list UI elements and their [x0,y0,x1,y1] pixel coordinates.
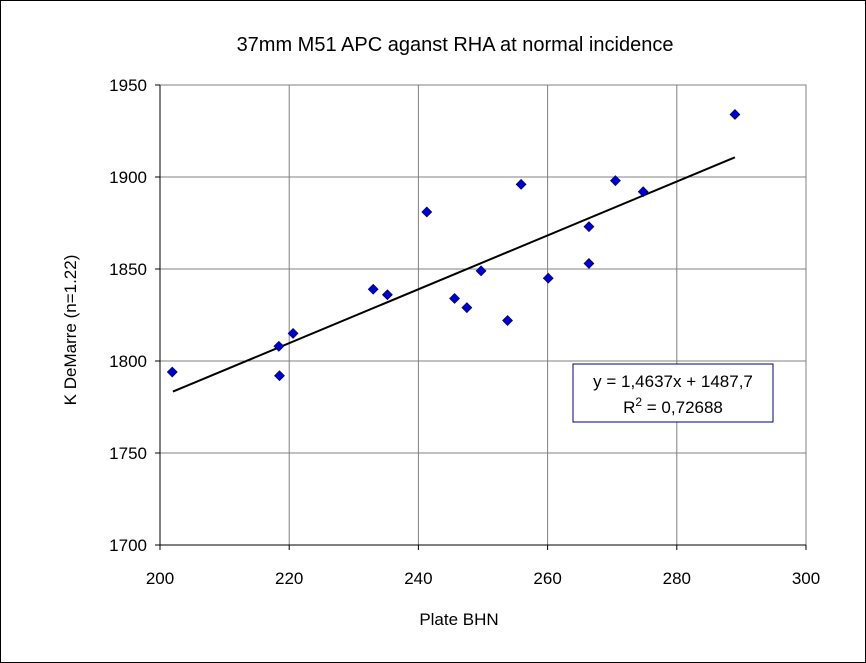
r-squared-value: = 0,72688 [642,398,723,417]
data-point [449,293,461,304]
data-point [273,340,285,352]
x-tick-label: 220 [275,569,303,588]
x-tick-label: 280 [663,569,691,588]
chart-title: 37mm M51 APC aganst RHA at normal incide… [237,34,674,56]
x-tick-label: 240 [404,569,432,588]
x-axis-ticks: 200 220 240 260 280 300 [146,544,820,588]
data-point [381,289,393,301]
r-squared-label: R [623,398,635,417]
regression-equation-box: y = 1,4637x + 1487,7 R2 = 0,72688 [572,363,774,423]
data-point [461,302,473,314]
y-tick-label: 1750 [109,444,147,463]
equation-text: y = 1,4637x + 1487,7 [593,372,753,391]
trendline [172,156,736,393]
data-point [542,272,554,284]
x-tick-label: 300 [792,569,820,588]
data-point [287,327,299,339]
equation-box-border [572,363,774,423]
data-point [274,370,285,382]
data-point [583,221,595,233]
data-point [502,315,513,326]
y-tick-label: 1700 [109,536,147,555]
data-point [729,109,741,120]
y-tick-label: 1800 [109,352,147,371]
plot-background [159,84,807,546]
data-point [610,175,621,187]
grid-lines [160,85,806,545]
data-point [166,366,178,378]
r-squared-text: R2 = 0,72688 [623,395,723,417]
x-tick-label: 260 [533,569,561,588]
y-axis-label: K DeMarre (n=1.22) [61,255,80,406]
data-point [637,186,649,198]
r-squared-exponent: 2 [635,395,642,409]
data-point [475,265,487,277]
plot-area: 200 220 240 260 280 300 170017501800185019001… [109,76,820,588]
data-point [367,283,379,295]
x-axis-label: Plate BHN [419,610,498,629]
y-tick-label: 1850 [109,260,147,279]
y-axis-ticks: 1700 1750 1800 1850 1900 1950 [109,76,161,555]
data-point [515,178,527,190]
y-tick-label: 1900 [109,168,147,187]
data-point [583,258,595,269]
x-tick-label: 200 [146,569,174,588]
data-point [421,206,433,218]
y-tick-label: 1950 [109,76,147,95]
data-points [166,109,741,382]
